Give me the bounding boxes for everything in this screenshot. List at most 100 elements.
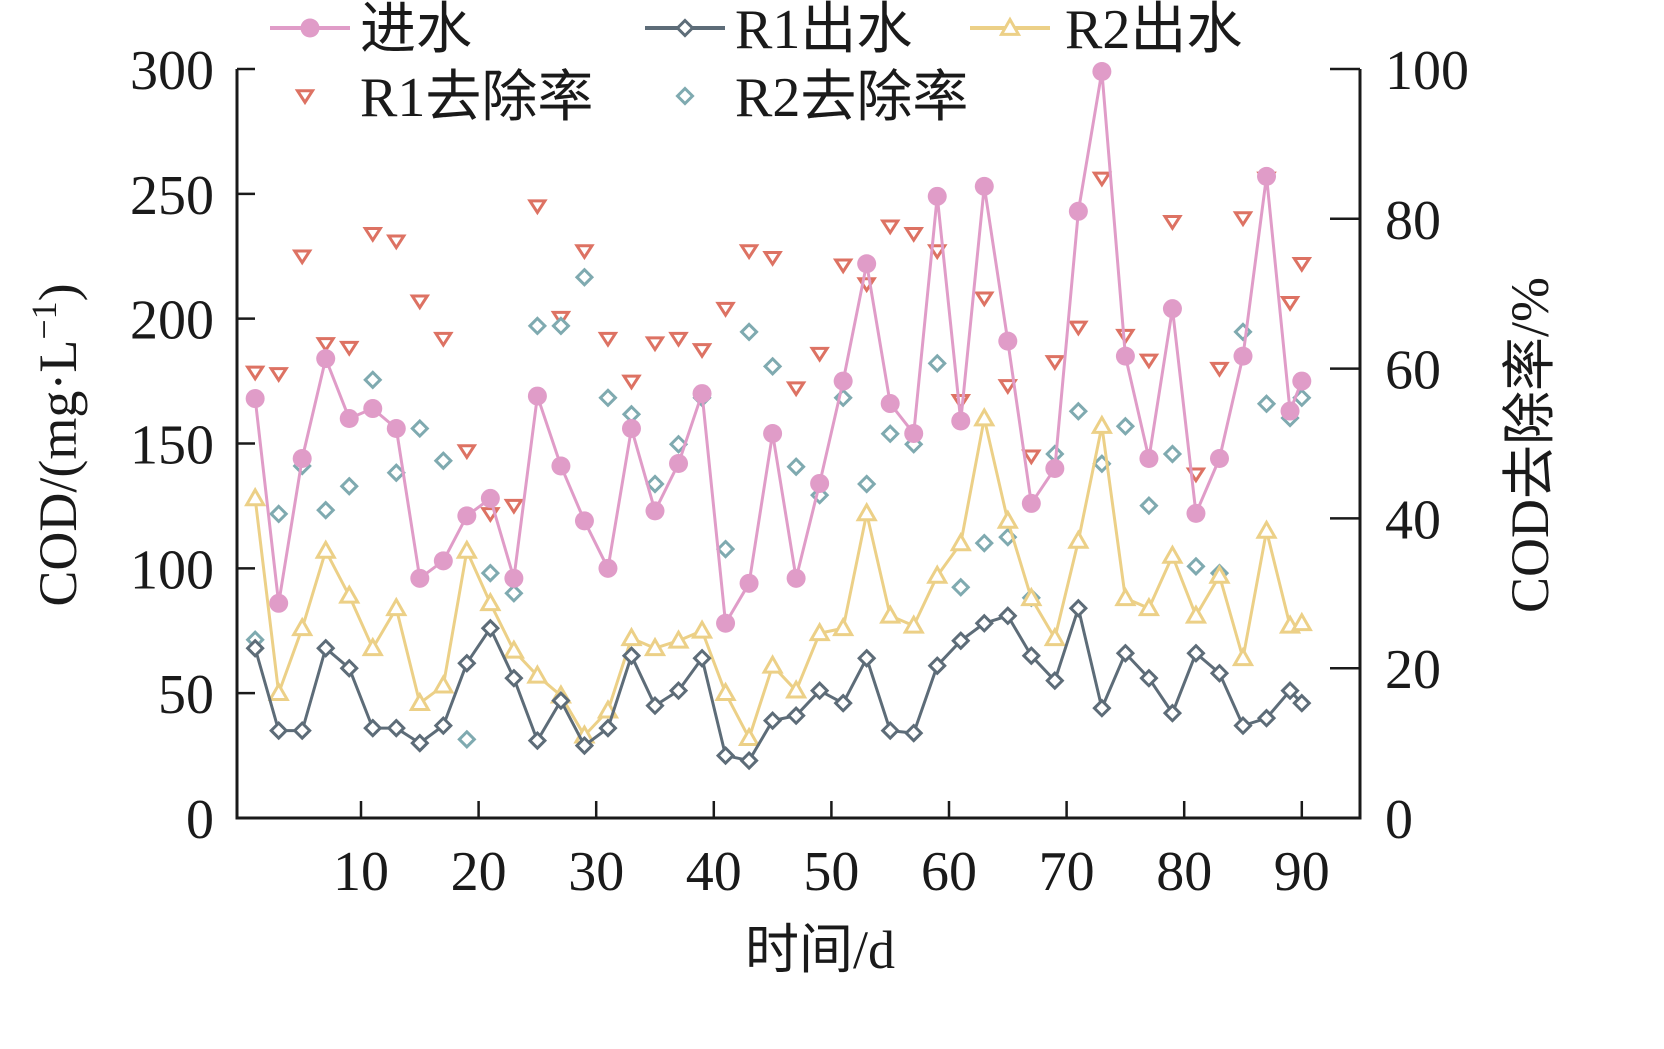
data-point xyxy=(857,254,877,274)
x-tick-label: 10 xyxy=(333,841,389,903)
data-point xyxy=(1280,401,1300,421)
data-point xyxy=(480,563,500,583)
legend-marker xyxy=(294,89,316,106)
data-point xyxy=(645,474,665,494)
data-point xyxy=(598,718,618,738)
data-point xyxy=(268,367,289,383)
data-point xyxy=(926,564,949,584)
legend-label: R2出水 xyxy=(1065,0,1242,61)
data-point xyxy=(762,711,783,731)
data-point xyxy=(833,693,853,713)
legend-marker xyxy=(675,18,695,38)
data-point xyxy=(457,506,477,526)
data-point xyxy=(291,616,314,637)
data-point xyxy=(316,500,336,520)
data-point xyxy=(362,227,384,243)
data-point xyxy=(904,424,924,444)
x-axis-title: 时间/d xyxy=(745,920,895,980)
data-point xyxy=(903,227,924,243)
data-point xyxy=(668,331,689,348)
data-point xyxy=(1184,604,1208,624)
data-point xyxy=(1092,61,1112,81)
data-point xyxy=(974,291,995,308)
data-point xyxy=(386,718,406,738)
data-point xyxy=(1090,414,1113,434)
x-tick-label: 60 xyxy=(921,841,977,903)
left-axis-title-superscript: −1 xyxy=(24,301,64,339)
left-y-tick-label: 150 xyxy=(130,415,214,477)
data-point xyxy=(1255,519,1278,539)
data-point xyxy=(1208,564,1231,584)
data-point xyxy=(1162,703,1183,723)
data-point xyxy=(361,636,384,657)
data-point xyxy=(739,750,759,771)
data-point xyxy=(527,316,548,336)
data-point xyxy=(433,331,454,348)
data-point xyxy=(1021,493,1041,513)
data-point xyxy=(667,629,690,649)
data-point xyxy=(1020,586,1043,607)
data-point xyxy=(292,448,312,468)
data-point xyxy=(950,394,972,410)
data-point xyxy=(244,365,266,382)
left-y-tick-label: 200 xyxy=(130,290,214,352)
data-point xyxy=(269,720,289,741)
data-point xyxy=(1292,371,1312,391)
data-point xyxy=(386,234,407,251)
data-point xyxy=(1139,668,1159,688)
data-point xyxy=(1279,295,1301,312)
data-point xyxy=(927,353,947,373)
data-point xyxy=(339,476,359,496)
data-point xyxy=(786,457,806,477)
x-tick-label: 40 xyxy=(686,841,742,903)
data-point xyxy=(386,419,406,439)
right-y-tick-label: 100 xyxy=(1385,40,1469,102)
data-point xyxy=(1091,171,1113,188)
plot-area xyxy=(244,61,1313,771)
data-point xyxy=(574,267,595,287)
data-point xyxy=(1138,353,1160,370)
data-point xyxy=(432,674,455,694)
series-line xyxy=(253,69,1304,625)
data-point xyxy=(503,498,525,515)
legend-label: R2去除率 xyxy=(735,67,968,129)
data-point xyxy=(832,616,855,637)
series-line xyxy=(253,606,1303,763)
data-point xyxy=(480,618,500,638)
data-point xyxy=(927,186,947,206)
data-point xyxy=(880,424,900,444)
data-point xyxy=(292,720,312,741)
data-point xyxy=(504,583,524,603)
data-point xyxy=(902,614,925,634)
data-point xyxy=(338,340,360,357)
legend: 进水 R1出水 R2出水 R1去除率 R2去除率 xyxy=(270,0,1242,129)
data-point xyxy=(692,384,712,404)
data-point xyxy=(715,539,736,559)
data-point xyxy=(574,511,594,531)
x-tick-label: 30 xyxy=(568,841,624,903)
data-point xyxy=(1068,598,1088,618)
data-point xyxy=(363,370,383,390)
data-point xyxy=(645,501,665,521)
data-point xyxy=(739,322,759,342)
left-y-tick-label: 250 xyxy=(130,165,214,227)
data-point xyxy=(785,381,807,398)
data-point xyxy=(1186,643,1206,663)
legend-item: 进水 xyxy=(270,0,472,61)
data-point xyxy=(527,199,548,216)
data-point xyxy=(527,730,548,751)
series-进水 xyxy=(245,61,1312,633)
data-point xyxy=(715,745,736,766)
data-point xyxy=(951,411,971,431)
data-point xyxy=(1068,320,1089,337)
data-point xyxy=(645,696,665,716)
left-y-tick-label: 100 xyxy=(130,539,214,601)
data-point xyxy=(574,244,595,261)
data-point xyxy=(363,399,383,419)
data-point xyxy=(457,653,477,673)
data-point xyxy=(974,176,994,196)
data-point xyxy=(621,419,641,439)
legend-item: R1去除率 xyxy=(294,67,593,129)
data-point xyxy=(598,558,618,578)
